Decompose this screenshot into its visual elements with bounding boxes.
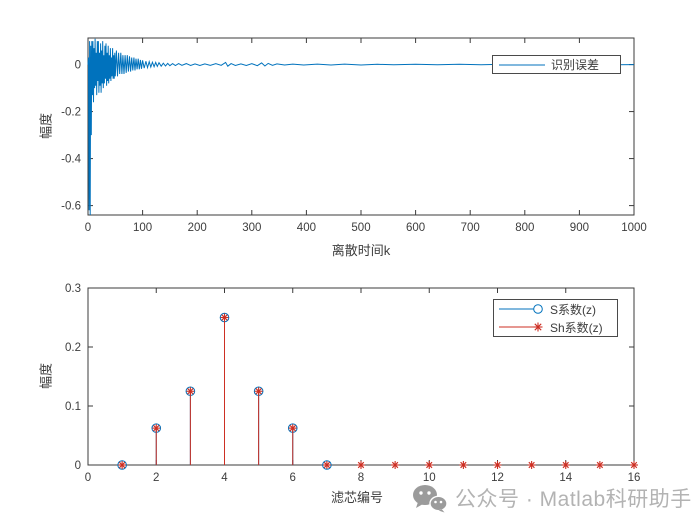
wechat-icon [413, 484, 448, 512]
legend-entry-error[interactable]: 识别误差 [493, 56, 620, 74]
asterisk-marker [152, 424, 161, 433]
legend-entry-s[interactable]: S系数(z) [494, 300, 617, 318]
x-tick-label: 10 [423, 472, 436, 484]
x-tick-label: 1000 [621, 222, 647, 234]
y-tick-label: 0.2 [65, 342, 81, 354]
asterisk-marker [220, 313, 229, 322]
x-tick-label: 900 [570, 222, 589, 234]
top-xaxis-label: 离散时间k [331, 243, 391, 258]
x-tick-label: 800 [515, 222, 534, 234]
asterisk-marker [288, 424, 297, 433]
legend-label-sh: Sh系数(z) [550, 320, 603, 335]
asterisk-marker [459, 461, 468, 469]
asterisk-marker [595, 461, 604, 469]
circle-marker [322, 460, 332, 470]
y-tick-label: 0 [75, 460, 81, 472]
asterisk-marker [186, 387, 195, 396]
y-tick-label: -0.6 [61, 201, 81, 213]
x-tick-label: 500 [351, 222, 370, 234]
asterisk-marker [391, 461, 400, 469]
asterisk-marker [561, 461, 570, 469]
x-tick-label: 0 [85, 472, 91, 484]
bottom-yaxis-label: 幅度 [38, 362, 54, 390]
bottom-xaxis-label: 滤芯编号 [330, 490, 384, 505]
legend-coefficients[interactable]: S系数(z) Sh系数(z) [493, 299, 618, 337]
legend-entry-sh[interactable]: Sh系数(z) [494, 318, 617, 336]
asterisk-marker [425, 461, 434, 469]
asterisk-marker [493, 461, 502, 469]
x-tick-label: 16 [628, 472, 641, 484]
asterisk-marker-sample-icon [499, 322, 543, 332]
asterisk-marker [527, 461, 536, 469]
error-line [87, 38, 635, 216]
x-tick-label: 700 [461, 222, 480, 234]
x-tick-label: 0 [85, 222, 91, 234]
circle-marker [117, 460, 127, 470]
bottom-plot: 0 2 4 6 8 10 12 14 16 0 0.1 0.2 0.3 [65, 283, 640, 484]
asterisk-marker [254, 387, 263, 396]
x-tick-label: 2 [153, 472, 159, 484]
y-tick-label: -0.2 [61, 107, 81, 119]
legend-identification-error[interactable]: 识别误差 [492, 55, 621, 74]
watermark: 公众号 · Matlab科研助手 [412, 483, 692, 513]
x-tick-label: 4 [221, 472, 228, 484]
x-tick-label: 600 [406, 222, 425, 234]
x-tick-label: 12 [491, 472, 504, 484]
line-sample-icon [499, 64, 545, 65]
x-tick-label: 100 [133, 222, 152, 234]
y-tick-label: 0.1 [65, 401, 81, 413]
y-tick-label: 0.3 [65, 283, 81, 295]
y-tick-label: 0 [75, 60, 81, 72]
stem-series-sh [118, 313, 638, 469]
asterisk-marker [357, 461, 365, 469]
circle-marker-sample-icon [499, 304, 543, 314]
top-plot: 0 100 200 300 400 500 600 700 800 900 1000 -0.6 -0.4… [61, 37, 647, 234]
asterisk-marker [118, 461, 127, 469]
legend-label-s: S系数(z) [550, 302, 596, 317]
asterisk-marker [322, 461, 331, 469]
x-tick-label: 14 [559, 472, 572, 484]
top-yaxis-label: 幅度 [38, 112, 54, 140]
x-tick-label: 400 [297, 222, 316, 234]
x-tick-label: 200 [188, 222, 207, 234]
x-tick-label: 8 [358, 472, 364, 484]
watermark-text: 公众号 · Matlab科研助手 [455, 488, 692, 511]
x-tick-label: 300 [242, 222, 261, 234]
x-tick-label: 6 [290, 472, 296, 484]
legend-label-error: 识别误差 [551, 58, 600, 72]
y-tick-label: -0.4 [61, 154, 81, 166]
asterisk-marker [630, 461, 638, 469]
